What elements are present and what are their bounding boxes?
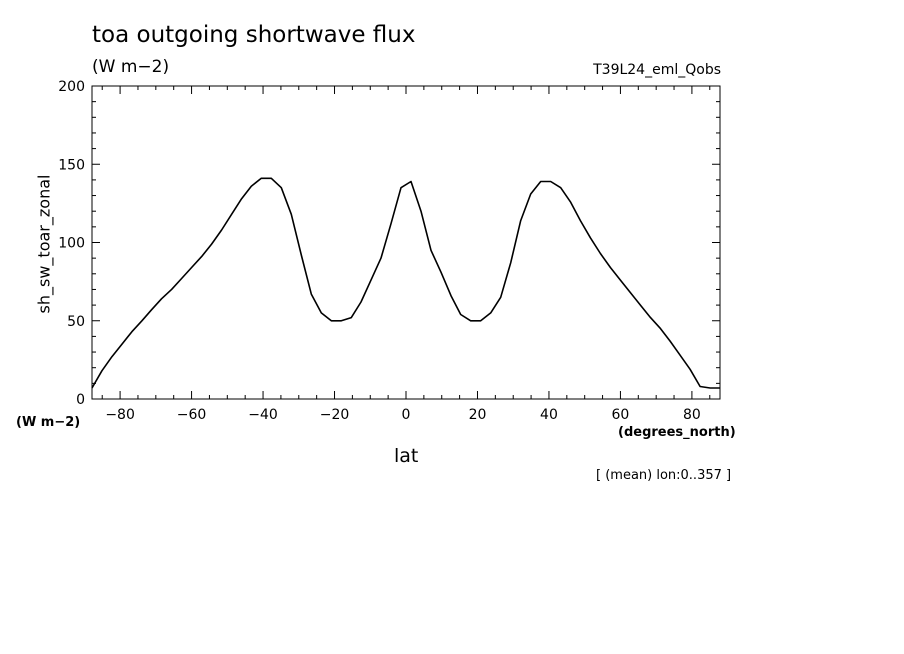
series-line	[91, 177, 720, 389]
x-tick-label: −80	[105, 407, 135, 423]
axis-ticks	[92, 86, 720, 399]
x-tick-label: −20	[320, 407, 350, 423]
chart-title: toa outgoing shortwave flux	[92, 22, 416, 48]
y-tick-label: 150	[58, 157, 85, 173]
y-tick-label: 100	[58, 236, 85, 252]
x-tick-label: 40	[540, 407, 558, 423]
x-axis-units: (degrees_north)	[618, 425, 736, 440]
x-tick-label: 0	[402, 407, 411, 423]
x-tick-label: 80	[683, 407, 701, 423]
x-axis-label: lat	[394, 445, 419, 467]
plot-frame	[91, 85, 721, 400]
y-tick-label: 50	[67, 314, 85, 330]
series-group	[91, 177, 720, 389]
chart-subtitle-units: (W m−2)	[92, 57, 170, 77]
y-tick-label: 0	[76, 392, 85, 408]
x-tick-label: 20	[469, 407, 487, 423]
x-tick-label: 60	[612, 407, 630, 423]
x-tick-label: −60	[177, 407, 207, 423]
run-id-label: T39L24_eml_Qobs	[593, 62, 721, 78]
tick-labels: −80 −60 −40 −20 0 20 40 60 80 0 50 100 150 200	[58, 79, 701, 423]
y-tick-label: 200	[58, 79, 85, 95]
y-axis-units: (W m−2)	[16, 415, 81, 430]
averaging-note: [ (mean) lon:0..357 ]	[596, 468, 732, 483]
x-tick-label: −40	[248, 407, 278, 423]
